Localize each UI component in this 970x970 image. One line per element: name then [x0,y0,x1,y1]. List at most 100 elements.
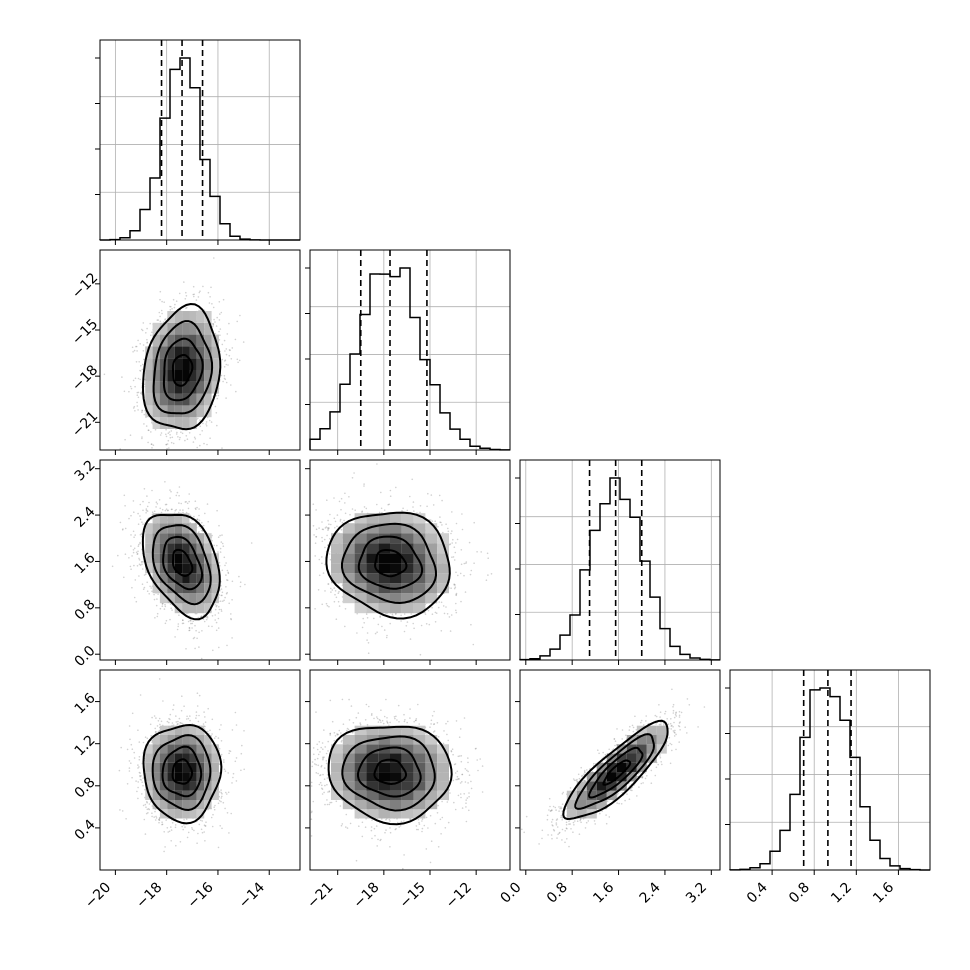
sample-point [672,703,675,706]
sample-point [581,774,583,777]
panel-frame [309,669,511,871]
sample-point [130,743,133,746]
sample-point [334,520,337,523]
sample-point [321,528,324,531]
sample-point [242,341,245,343]
sample-point [403,613,406,615]
sample-point [220,311,223,314]
sample-point [197,296,200,298]
density-cell [342,573,355,584]
density-cell [576,809,587,819]
sample-point [132,530,135,533]
sample-point [631,789,633,792]
sample-point [178,494,180,497]
sample-point [138,559,141,561]
sample-point [659,716,661,718]
sample-point [194,647,196,650]
sample-point [455,609,457,612]
sample-point [143,818,146,821]
sample-point [312,503,315,506]
sample-point [188,629,190,632]
sample-point [200,615,202,618]
contour-level-2 [587,746,644,799]
sample-point [637,772,640,775]
sample-point [203,831,205,833]
sample-point [206,503,209,505]
sample-point [393,716,396,718]
sample-point [155,506,157,508]
density-cell [159,417,168,429]
sample-point [321,787,323,790]
sample-point [153,816,155,818]
sample-point [204,840,206,842]
sample-point [175,494,178,497]
density-cell [174,573,183,584]
contour-level-1 [374,549,408,578]
sample-point [560,816,562,819]
sample-point [559,831,561,834]
density-cell [196,790,205,800]
density-cell [401,799,414,810]
density-cell [182,513,190,524]
sample-point [184,439,186,442]
sample-point [351,731,354,734]
sample-point [576,778,578,781]
density-cell [196,744,205,754]
sample-point [191,627,193,629]
sample-point [328,553,331,555]
sample-point [176,723,179,725]
density-cell [342,533,355,544]
sample-point [212,324,215,326]
sample-point [614,744,616,747]
sample-point [128,725,131,727]
sample-point [139,370,142,372]
sample-point [155,604,158,607]
density-cell [596,799,607,810]
sample-point [183,824,185,826]
sample-point [458,778,460,780]
sample-point [409,495,411,498]
sample-point [224,360,226,362]
sample-point [198,519,201,522]
sample-point [625,734,627,737]
sample-point [336,734,339,736]
sample-point [167,432,170,435]
sample-point [473,521,476,524]
sample-point [170,430,173,432]
sample-point [616,728,618,730]
sample-point [655,723,657,725]
sample-point [174,636,176,638]
sample-point [322,756,324,759]
density-cell [159,790,168,800]
sample-point [214,804,216,807]
density-cell [354,513,367,524]
sample-point [441,800,443,803]
sample-point [399,825,402,827]
sample-point [487,557,490,559]
sample-point [431,520,434,522]
sample-point [205,421,208,423]
sample-point [452,556,455,558]
sample-point [345,826,347,828]
density-cell [159,593,168,604]
sample-point [406,721,409,724]
sample-point [211,615,214,617]
density-cell [378,553,390,564]
density-cell [401,583,414,594]
density-cell [152,799,160,810]
density-cell [204,573,212,584]
density-cell [437,563,449,574]
density-cell [626,772,637,782]
sample-point [144,803,147,806]
density-cell [204,311,212,323]
sample-point [678,714,681,717]
sample-point [668,736,671,739]
density-cell [145,370,153,382]
sample-point [461,807,464,809]
sample-point [437,846,440,848]
sample-point [181,722,183,725]
sample-point [150,334,152,337]
density-cell [159,533,168,544]
sample-point [139,343,141,345]
sample-point [376,631,378,633]
